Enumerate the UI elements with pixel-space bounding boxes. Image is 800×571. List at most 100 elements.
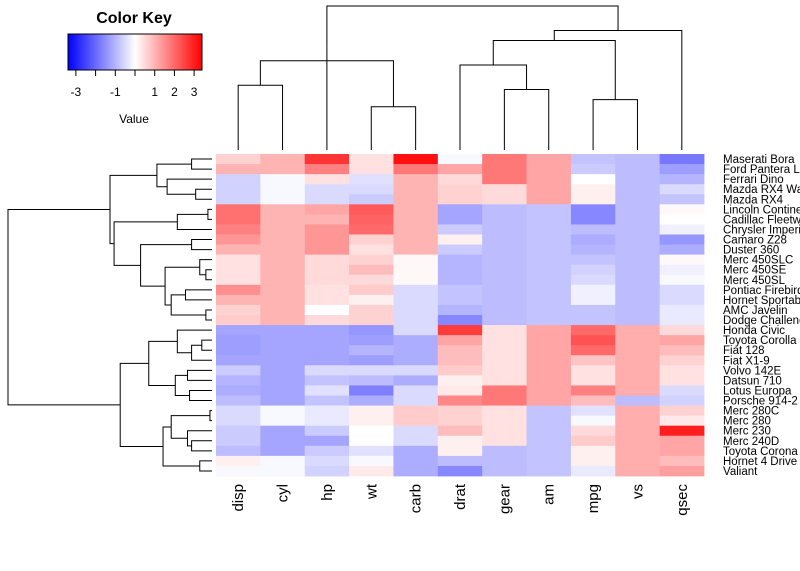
heatmap-cell bbox=[659, 465, 705, 477]
heatmap-cell bbox=[304, 194, 350, 205]
column-label: drat bbox=[452, 483, 469, 510]
row-label: Lotus Europa bbox=[723, 385, 792, 397]
row-dendrogram-branch bbox=[205, 269, 212, 281]
heatmap-cell bbox=[304, 264, 350, 276]
heatmap-cell bbox=[349, 365, 394, 376]
row-label: Merc 450SE bbox=[723, 265, 787, 277]
heatmap-cell bbox=[349, 315, 394, 326]
heatmap-cell bbox=[437, 355, 483, 366]
heatmap-cell bbox=[526, 164, 572, 175]
color-key-tick-label: -3 bbox=[71, 85, 82, 99]
heatmap-cell bbox=[437, 224, 483, 235]
heatmap-cell bbox=[526, 254, 572, 266]
heatmap-cell bbox=[615, 274, 661, 286]
heatmap-cell bbox=[615, 204, 661, 215]
heatmap-cell bbox=[615, 254, 661, 266]
heatmap-cell bbox=[260, 254, 306, 266]
row-dendrogram-branch bbox=[164, 266, 200, 306]
heatmap-cell bbox=[437, 345, 483, 356]
heatmap-cell bbox=[437, 415, 483, 427]
heatmap-cell bbox=[260, 214, 306, 225]
row-dendrogram-branch bbox=[191, 239, 212, 251]
heatmap-cell bbox=[482, 234, 527, 245]
heatmap-cell bbox=[437, 264, 483, 276]
heatmap-cell bbox=[659, 375, 705, 386]
heatmap-cell bbox=[349, 445, 394, 457]
heatmap-cell bbox=[393, 284, 439, 296]
heatmap-cell bbox=[349, 244, 394, 256]
row-label: Camaro Z28 bbox=[723, 235, 787, 247]
row-label: Mazda RX4 bbox=[723, 194, 784, 206]
color-key: Color Key -3 -1 1 2 3 Value bbox=[67, 10, 203, 126]
heatmap-cell bbox=[482, 455, 527, 467]
heatmap-cell bbox=[216, 375, 261, 386]
heatmap-cell bbox=[437, 244, 483, 256]
heatmap-cell bbox=[437, 154, 483, 165]
heatmap-cell bbox=[216, 214, 261, 225]
heatmap-cell bbox=[526, 234, 572, 245]
heatmap-cell bbox=[393, 405, 439, 417]
heatmap-cell bbox=[659, 294, 705, 306]
heatmap-cell bbox=[659, 154, 705, 165]
heatmap-cell bbox=[393, 204, 439, 215]
heatmap-cell bbox=[482, 385, 527, 396]
heatmap-cell bbox=[304, 254, 350, 266]
row-dendrogram-branch bbox=[207, 208, 212, 220]
color-key-tick-label: 1 bbox=[151, 85, 158, 99]
heatmap-cell bbox=[304, 274, 350, 286]
heatmap-cell bbox=[659, 445, 705, 457]
heatmap-cell bbox=[216, 234, 261, 245]
heatmap-cell bbox=[526, 465, 572, 477]
heatmap-cell bbox=[659, 244, 705, 256]
heatmap-cell bbox=[526, 355, 572, 366]
heatmap-cell bbox=[260, 315, 306, 326]
heatmap-cell bbox=[393, 254, 439, 266]
column-label: gear bbox=[496, 484, 513, 514]
heatmap-cell bbox=[615, 234, 661, 245]
row-dendrogram-branch bbox=[191, 158, 212, 170]
heatmap-cell bbox=[349, 335, 394, 346]
heatmap-cell bbox=[304, 174, 350, 185]
row-dendrogram-branch bbox=[209, 410, 212, 422]
heatmap-cell bbox=[260, 415, 306, 427]
heatmap-cell bbox=[393, 365, 439, 376]
heatmap-cell bbox=[482, 315, 527, 326]
heatmap-cell bbox=[260, 154, 306, 165]
heatmap-cell bbox=[304, 224, 350, 235]
heatmap-cell bbox=[393, 395, 439, 406]
heatmap-cell bbox=[615, 345, 661, 356]
heatmap-cell bbox=[216, 405, 261, 417]
heatmap-cell bbox=[349, 415, 394, 427]
heatmap-cell bbox=[216, 304, 261, 316]
heatmap-cell bbox=[526, 204, 572, 215]
heatmap-cell bbox=[482, 304, 527, 316]
row-label: Dodge Challenger bbox=[723, 315, 800, 327]
heatmap-cell bbox=[260, 355, 306, 366]
row-dendrogram-branch bbox=[191, 440, 212, 452]
heatmap-cell bbox=[216, 164, 261, 175]
heatmap-cell bbox=[304, 204, 350, 215]
row-label: Volvo 142E bbox=[723, 365, 782, 377]
row-label: Merc 280 bbox=[723, 416, 771, 428]
heatmap-cell bbox=[304, 335, 350, 346]
heatmap-cell bbox=[659, 184, 705, 195]
heatmap-cell bbox=[349, 465, 394, 477]
heatmap-cell bbox=[482, 405, 527, 417]
heatmap-cell bbox=[260, 304, 306, 316]
heatmap-cell bbox=[304, 385, 350, 396]
heatmap-cell bbox=[570, 435, 616, 447]
heatmap-cell bbox=[526, 274, 572, 286]
row-dendrogram-branch bbox=[7, 209, 121, 406]
row-label: Hornet Sportabout bbox=[723, 295, 800, 307]
row-dendrogram-branch bbox=[201, 339, 212, 351]
row-dendrogram-branch bbox=[170, 294, 206, 316]
heatmap-cell bbox=[393, 385, 439, 396]
heatmap-cells bbox=[216, 154, 705, 477]
heatmap-cell bbox=[216, 415, 261, 427]
row-label: Toyota Corolla bbox=[723, 335, 797, 347]
heatmap-cell bbox=[304, 315, 350, 326]
heatmap-cell bbox=[437, 174, 483, 185]
row-dendrogram-branch bbox=[176, 329, 212, 354]
heatmap-cell bbox=[260, 445, 306, 457]
